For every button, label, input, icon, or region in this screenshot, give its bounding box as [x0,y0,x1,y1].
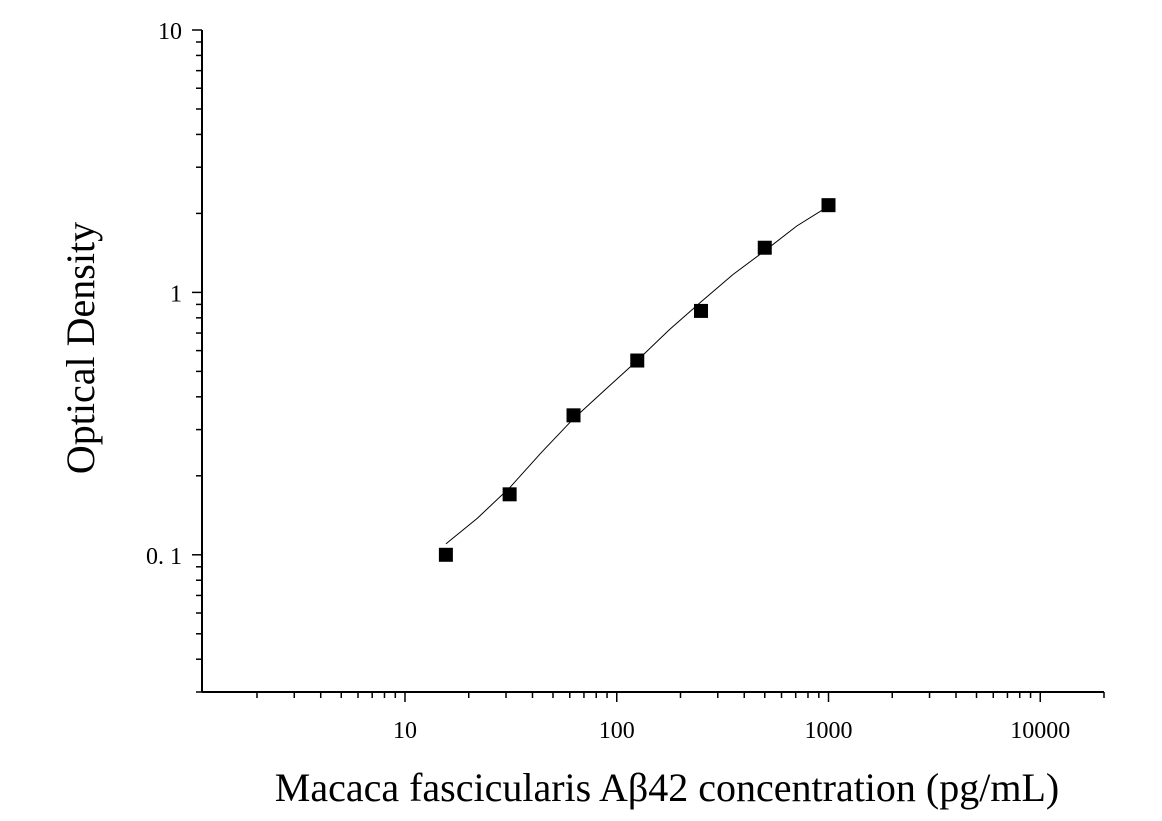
y-tick-label: 10 [158,19,182,45]
x-tick-label: 100 [599,718,635,744]
data-point [694,303,709,318]
data-point [502,487,517,502]
x-tick-label: 10 [393,718,417,744]
x-axis-ticks: 10 100 1000 10000 [256,692,1105,744]
data-point [566,408,581,423]
data-point [757,240,772,255]
y-axis: 0. 1 1 10 [146,19,203,693]
x-tick-label: 10000 [1010,718,1070,744]
y-tick-label: 0. 1 [146,544,182,570]
y-tick-label: 1 [170,281,182,307]
x-tick-label: 1000 [805,718,853,744]
plot-area [438,198,836,562]
data-point [438,547,453,562]
x-axis-title: Macaca fascicularis Aβ42 concentration (… [275,765,1059,810]
data-point [630,353,645,368]
y-axis-ticks: 0. 1 1 10 [146,19,202,693]
y-axis-title: Optical Density [58,222,103,474]
data-point [821,198,836,213]
x-axis: 10 100 1000 10000 [202,691,1105,744]
data-points [438,198,836,562]
